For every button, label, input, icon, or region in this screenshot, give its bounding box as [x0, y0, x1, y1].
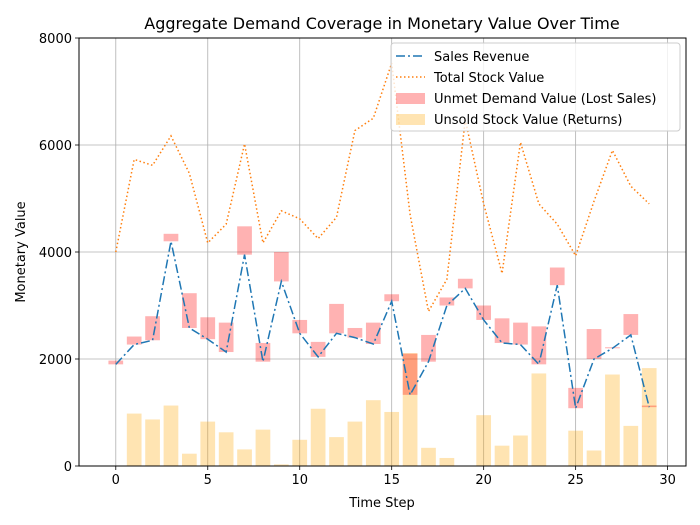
returns-bar	[310, 408, 326, 466]
returns-bar	[586, 450, 602, 466]
legend-swatch-lost	[396, 93, 425, 104]
lost-sales-bar	[402, 353, 418, 395]
lost-sales-bar	[329, 303, 344, 334]
returns-bar	[421, 447, 436, 466]
lost-sales-bar	[163, 233, 179, 242]
returns-bar	[237, 449, 252, 466]
lost-sales-bar	[421, 334, 436, 362]
returns-bar	[439, 457, 455, 466]
returns-bar	[384, 411, 400, 466]
returns-bar	[329, 437, 344, 466]
x-tick-label: 10	[291, 473, 308, 488]
returns-bar	[568, 430, 583, 466]
lost-sales-bar	[292, 319, 308, 334]
x-tick-label: 30	[659, 473, 676, 488]
lost-sales-bar	[457, 278, 473, 289]
lost-sales-bar	[237, 226, 252, 255]
returns-bars	[126, 353, 657, 466]
lost-sales-bar	[641, 405, 657, 408]
legend-label: Unmet Demand Value (Lost Sales)	[434, 92, 656, 107]
x-tick-label: 0	[112, 473, 120, 488]
lost-sales-bar	[549, 267, 565, 286]
returns-bar	[255, 429, 271, 466]
lost-sales-bar	[384, 294, 400, 302]
lost-sales-bar	[623, 314, 639, 335]
returns-bar	[126, 413, 142, 466]
lost-sales-bars	[108, 226, 657, 409]
returns-bar	[145, 419, 160, 466]
returns-bar	[218, 432, 234, 466]
returns-bar	[476, 415, 492, 466]
legend-swatch-returns	[396, 114, 425, 125]
returns-bar	[531, 373, 547, 466]
x-axis-label: Time Step	[348, 496, 415, 511]
legend-box	[390, 42, 681, 132]
chart-title: Aggregate Demand Coverage in Monetary Va…	[144, 14, 619, 33]
lost-sales-bar	[145, 316, 160, 341]
returns-bar	[347, 421, 363, 466]
total-stock-line	[115, 62, 650, 314]
lost-sales-bar	[513, 322, 528, 345]
y-tick-label: 0	[64, 460, 72, 475]
returns-bar	[623, 425, 639, 466]
lost-sales-bar	[365, 322, 381, 345]
legend: Sales Revenue Total Stock Value Unmet Dema…	[390, 42, 681, 132]
x-tick-label: 20	[475, 473, 492, 488]
returns-bar	[365, 400, 381, 466]
lost-sales-bar	[586, 329, 602, 359]
lost-sales-bar	[182, 293, 197, 328]
x-tick-label: 5	[204, 473, 212, 488]
y-axis-label: Monetary Value	[14, 201, 29, 302]
x-tick-label: 25	[567, 473, 584, 488]
x-tick-label: 15	[383, 473, 400, 488]
lost-sales-bar	[108, 360, 124, 365]
lost-sales-bar	[273, 252, 289, 282]
returns-bar	[163, 405, 179, 466]
returns-bar	[641, 368, 657, 466]
returns-bar	[605, 374, 620, 466]
lost-sales-bar	[439, 297, 455, 306]
axis-ticks: 0 5 10 15 20 25 30 0 2000 4000 6000 8000	[39, 32, 676, 488]
y-tick-label: 6000	[39, 139, 72, 154]
lost-sales-bar	[494, 318, 510, 343]
returns-bar	[200, 421, 216, 466]
lost-sales-bar	[568, 387, 583, 409]
returns-bar	[402, 353, 418, 466]
y-tick-label: 2000	[39, 353, 72, 368]
returns-bar	[513, 435, 528, 466]
returns-bar	[494, 445, 510, 466]
lost-sales-bar	[347, 327, 363, 338]
lost-sales-bar	[531, 326, 547, 365]
lost-sales-bar	[476, 305, 492, 320]
returns-bar	[273, 464, 289, 466]
legend-label: Sales Revenue	[434, 50, 529, 65]
lost-sales-bar	[126, 336, 142, 345]
returns-bar	[182, 453, 197, 466]
y-tick-label: 4000	[39, 246, 72, 261]
y-tick-label: 8000	[39, 32, 72, 47]
lost-sales-bar	[200, 317, 216, 340]
series-lines	[115, 62, 650, 412]
returns-bar	[292, 439, 308, 466]
legend-label: Total Stock Value	[433, 71, 544, 86]
legend-label: Unsold Stock Value (Returns)	[434, 113, 622, 128]
